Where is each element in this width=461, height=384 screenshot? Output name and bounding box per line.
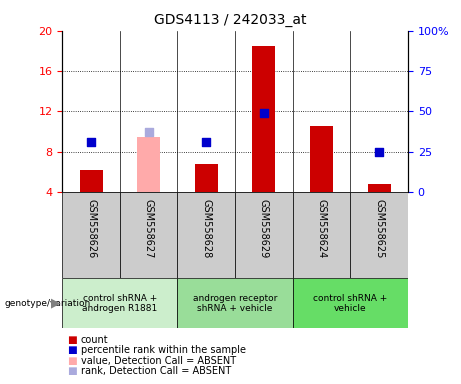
Text: GSM558628: GSM558628: [201, 199, 211, 258]
Text: GSM558626: GSM558626: [86, 199, 96, 258]
Bar: [293, 278, 408, 328]
Bar: [253, 46, 276, 192]
Text: ■: ■: [67, 356, 77, 366]
Bar: [310, 126, 333, 192]
Text: ■: ■: [67, 366, 77, 376]
Point: [260, 110, 267, 116]
Bar: [79, 170, 102, 192]
Point: [88, 139, 95, 145]
Bar: [177, 192, 235, 278]
Text: genotype/variation: genotype/variation: [5, 299, 91, 308]
Bar: [62, 278, 177, 328]
Text: ■: ■: [67, 335, 77, 345]
Bar: [62, 192, 120, 278]
Text: androgen receptor
shRNA + vehicle: androgen receptor shRNA + vehicle: [193, 294, 278, 313]
Text: GSM558624: GSM558624: [317, 199, 326, 258]
Text: percentile rank within the sample: percentile rank within the sample: [81, 345, 246, 355]
Bar: [293, 192, 350, 278]
Text: count: count: [81, 335, 108, 345]
Point: [145, 128, 152, 135]
Bar: [177, 278, 293, 328]
Bar: [235, 192, 293, 278]
Text: control shRNA +
androgen R1881: control shRNA + androgen R1881: [82, 294, 158, 313]
Bar: [137, 137, 160, 192]
Text: GSM558627: GSM558627: [144, 199, 154, 258]
Text: ▶: ▶: [52, 297, 61, 310]
Bar: [195, 164, 218, 192]
Bar: [368, 184, 390, 192]
Text: GSM558629: GSM558629: [259, 199, 269, 258]
Text: GDS4113 / 242033_at: GDS4113 / 242033_at: [154, 13, 307, 27]
Point: [375, 149, 383, 155]
Bar: [120, 192, 177, 278]
Bar: [350, 192, 408, 278]
Text: value, Detection Call = ABSENT: value, Detection Call = ABSENT: [81, 356, 236, 366]
Text: ■: ■: [67, 345, 77, 355]
Text: control shRNA +
vehicle: control shRNA + vehicle: [313, 294, 388, 313]
Text: rank, Detection Call = ABSENT: rank, Detection Call = ABSENT: [81, 366, 231, 376]
Point: [202, 139, 210, 145]
Text: GSM558625: GSM558625: [374, 199, 384, 258]
